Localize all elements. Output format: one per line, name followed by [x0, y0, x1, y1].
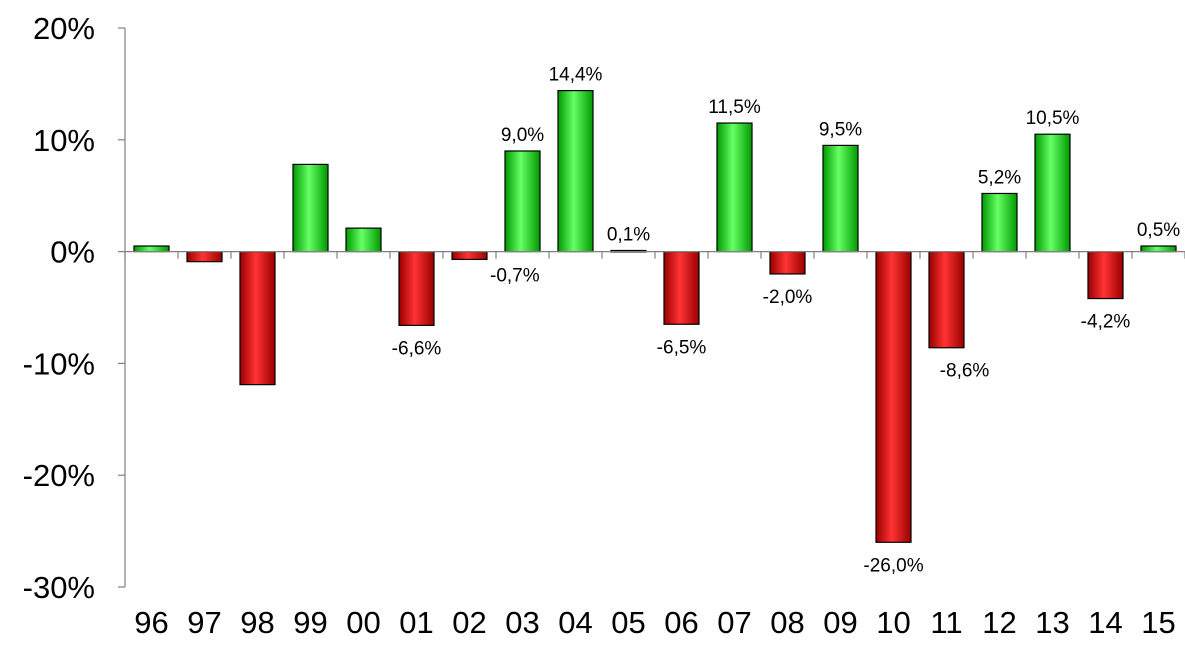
x-tick-label: 02 [452, 605, 486, 640]
data-label-03: 9,0% [501, 125, 544, 146]
y-tick-label: 20% [33, 11, 95, 46]
x-tick-label: 98 [240, 605, 274, 640]
data-label-11: -8,6% [940, 361, 990, 382]
bar-96 [133, 245, 170, 253]
data-label-09: 9,5% [819, 119, 862, 140]
x-tick-label: 96 [134, 605, 168, 640]
x-tick-label: 10 [876, 605, 910, 640]
data-label-04: 14,4% [549, 65, 603, 86]
x-tick-label: 07 [717, 605, 751, 640]
bar-12 [981, 192, 1018, 253]
data-label-07: 11,5% [708, 97, 761, 118]
bars [133, 90, 1177, 543]
data-label-15: 0,5% [1137, 220, 1180, 241]
x-axis: 96 97 98 99 00 01 02 03 04 05 06 07 08 09 10 11 12 13 14 15 [124, 251, 1185, 640]
data-label-06: -6,5% [657, 337, 707, 358]
data-label-13: 10,5% [1026, 108, 1080, 129]
x-tick-label: 04 [558, 605, 592, 640]
bar-99 [292, 163, 329, 253]
bar-14 [1087, 251, 1124, 300]
x-tick-label: 11 [930, 605, 962, 640]
x-tick-label: 08 [770, 605, 804, 640]
y-tick-label: 10% [33, 123, 95, 158]
x-tick-label: 14 [1088, 605, 1122, 640]
bar-15 [1140, 245, 1177, 253]
x-tick-label: 05 [611, 605, 645, 640]
data-label-05: 0,1% [607, 224, 650, 245]
bar-00 [345, 227, 382, 253]
bar-03 [504, 150, 541, 253]
bar-11 [928, 251, 965, 349]
y-tick-label: -20% [23, 458, 95, 493]
data-label-01: -6,6% [392, 338, 442, 359]
x-tick-label: 03 [505, 605, 539, 640]
x-tick-label: 00 [346, 605, 380, 640]
bar-10 [875, 251, 912, 543]
data-labels: -6,6% -0,7% 9,0% 14,4% 0,1% -6,5% 11,5% -2,0% 9,… [392, 65, 1181, 577]
bar-98 [239, 251, 276, 386]
x-tick-label: 06 [664, 605, 698, 640]
bar-04 [557, 90, 594, 253]
bar-06 [663, 251, 700, 325]
data-label-08: -2,0% [763, 287, 813, 308]
y-tick-label: -10% [23, 346, 95, 381]
x-tick-label: 15 [1141, 605, 1175, 640]
data-label-12: 5,2% [978, 167, 1021, 188]
x-tick-label: 97 [187, 605, 221, 640]
y-axis: 20% 10% 0% -10% -20% -30% [23, 11, 126, 605]
bar-01 [398, 251, 435, 326]
bar-07 [716, 122, 753, 253]
bar-02 [451, 251, 488, 261]
bar-13 [1034, 133, 1071, 253]
data-label-10: -26,0% [863, 555, 923, 576]
x-tick-label: 13 [1035, 605, 1069, 640]
y-tick-label: 0% [50, 235, 95, 270]
bar-08 [769, 251, 806, 275]
data-label-02: -0,7% [490, 266, 540, 287]
y-tick-label: -30% [23, 570, 95, 605]
x-tick-label: 12 [982, 605, 1016, 640]
data-label-14: -4,2% [1081, 312, 1131, 333]
x-tick-label: 01 [399, 605, 433, 640]
x-tick-label: 99 [293, 605, 327, 640]
x-tick-label: 09 [823, 605, 857, 640]
bar-09 [822, 144, 859, 253]
bar-97 [186, 251, 223, 263]
